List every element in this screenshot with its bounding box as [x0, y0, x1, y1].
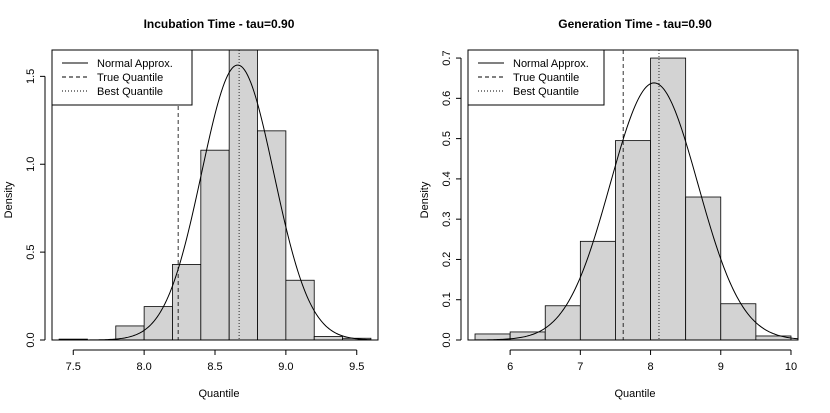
y-tick-label: 0.5: [25, 244, 37, 259]
x-tick-label: 8.5: [207, 361, 222, 373]
plot-frame: [51, 49, 379, 341]
y-tick-label: 1.5: [25, 69, 37, 84]
y-tick-label: 0.3: [441, 212, 453, 227]
plot-frame: [467, 49, 799, 341]
legend-label: Best Quantile: [513, 86, 579, 98]
legend-label: Normal Approx.: [513, 58, 589, 70]
legend-label: True Quantile: [513, 72, 579, 84]
histogram-bar: [228, 50, 258, 340]
histogram-bar: [544, 305, 581, 340]
histogram-bar: [579, 240, 616, 340]
legend: Normal Approx. True Quantile Best Quantile: [467, 49, 605, 106]
x-tick-label: 7.5: [66, 361, 81, 373]
panel-generation: Generation Time - tau=0.90 Quantile Dens…: [419, 17, 799, 400]
histogram-bar: [720, 303, 757, 340]
chart-title: Generation Time - tau=0.90: [558, 17, 712, 31]
x-tick-label: 6: [507, 361, 513, 373]
y-tick-label: 0.1: [441, 292, 453, 307]
legend-box: [51, 49, 193, 106]
y-axis-label: Density: [419, 181, 431, 218]
normal-approx-curve: [59, 64, 371, 340]
plot-area: [58, 50, 372, 340]
chart-title: Incubation Time - tau=0.90: [144, 17, 295, 31]
x-tick-label: 9: [718, 361, 724, 373]
x-tick-label: 10: [785, 361, 797, 373]
y-tick-label: 0.0: [441, 332, 453, 347]
histogram-bar: [143, 306, 173, 340]
x-axis-label: Quantile: [199, 388, 240, 400]
plot-area: [474, 50, 798, 340]
x-tick-label: 9.0: [278, 361, 293, 373]
y-tick-label: 0.2: [441, 252, 453, 267]
histogram-bar: [200, 149, 230, 340]
histogram-bar: [172, 264, 202, 340]
y-tick-label: 0.0: [25, 332, 37, 347]
histogram-bar: [615, 140, 651, 340]
y-tick-label: 0.4: [441, 171, 453, 186]
histogram-bar: [650, 57, 687, 340]
y-tick-label: 0.7: [441, 50, 453, 65]
legend-label: Normal Approx.: [97, 58, 173, 70]
y-tick-label: 1.0: [25, 157, 37, 172]
legend-box: [467, 49, 605, 106]
histogram-bar: [285, 279, 315, 340]
normal-approx-curve: [475, 82, 798, 340]
y-tick-label: 0.6: [441, 91, 453, 106]
panel-incubation: Incubation Time - tau=0.90 Quantile Dens…: [3, 17, 379, 400]
histogram-bar: [313, 336, 343, 340]
x-tick-label: 9.5: [349, 361, 364, 373]
legend-label: Best Quantile: [97, 86, 163, 98]
y-axis-label: Density: [3, 181, 15, 218]
histogram-bar: [755, 335, 792, 340]
x-tick-label: 8: [647, 361, 653, 373]
legend-label: True Quantile: [97, 72, 163, 84]
x-tick-label: 8.0: [136, 361, 151, 373]
y-tick-label: 0.5: [441, 131, 453, 146]
histogram-bar: [685, 196, 722, 340]
x-axis-label: Quantile: [615, 388, 656, 400]
x-tick-label: 7: [577, 361, 583, 373]
legend: Normal Approx. True Quantile Best Quantile: [51, 49, 193, 106]
